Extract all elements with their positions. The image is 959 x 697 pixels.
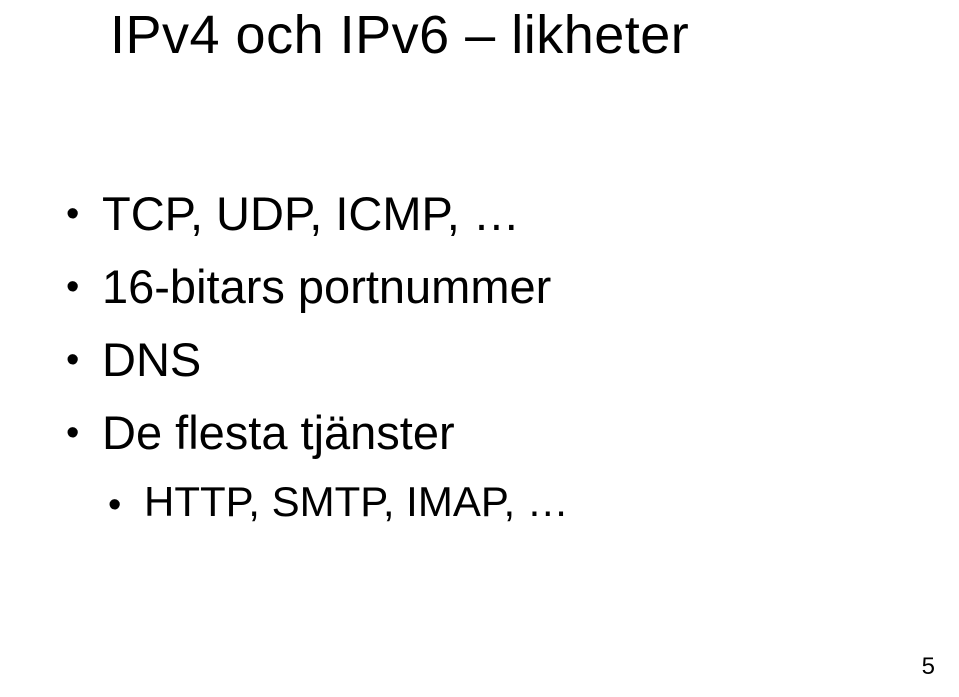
page-number: 5 <box>922 653 935 681</box>
bullet-text: De flesta tjänster <box>102 406 455 459</box>
sub-bullet-list: HTTP, SMTP, IMAP, … <box>102 469 569 534</box>
bullet-item: 16-bitars portnummer <box>60 251 569 324</box>
sub-bullet-item: HTTP, SMTP, IMAP, … <box>102 469 569 534</box>
bullet-text: TCP, UDP, ICMP, … <box>102 187 520 240</box>
bullet-item: TCP, UDP, ICMP, … <box>60 178 569 251</box>
bullet-text: 16-bitars portnummer <box>102 260 551 313</box>
sub-bullet-text: HTTP, SMTP, IMAP, … <box>144 478 569 525</box>
slide-content: TCP, UDP, ICMP, … 16-bitars portnummer D… <box>60 178 569 534</box>
bullet-item: DNS <box>60 324 569 397</box>
bullet-list: TCP, UDP, ICMP, … 16-bitars portnummer D… <box>60 178 569 534</box>
slide: IPv4 och IPv6 – likheter TCP, UDP, ICMP,… <box>0 0 959 697</box>
slide-title: IPv4 och IPv6 – likheter <box>110 4 689 66</box>
bullet-text: DNS <box>102 333 201 386</box>
bullet-item: De flesta tjänster HTTP, SMTP, IMAP, … <box>60 397 569 535</box>
